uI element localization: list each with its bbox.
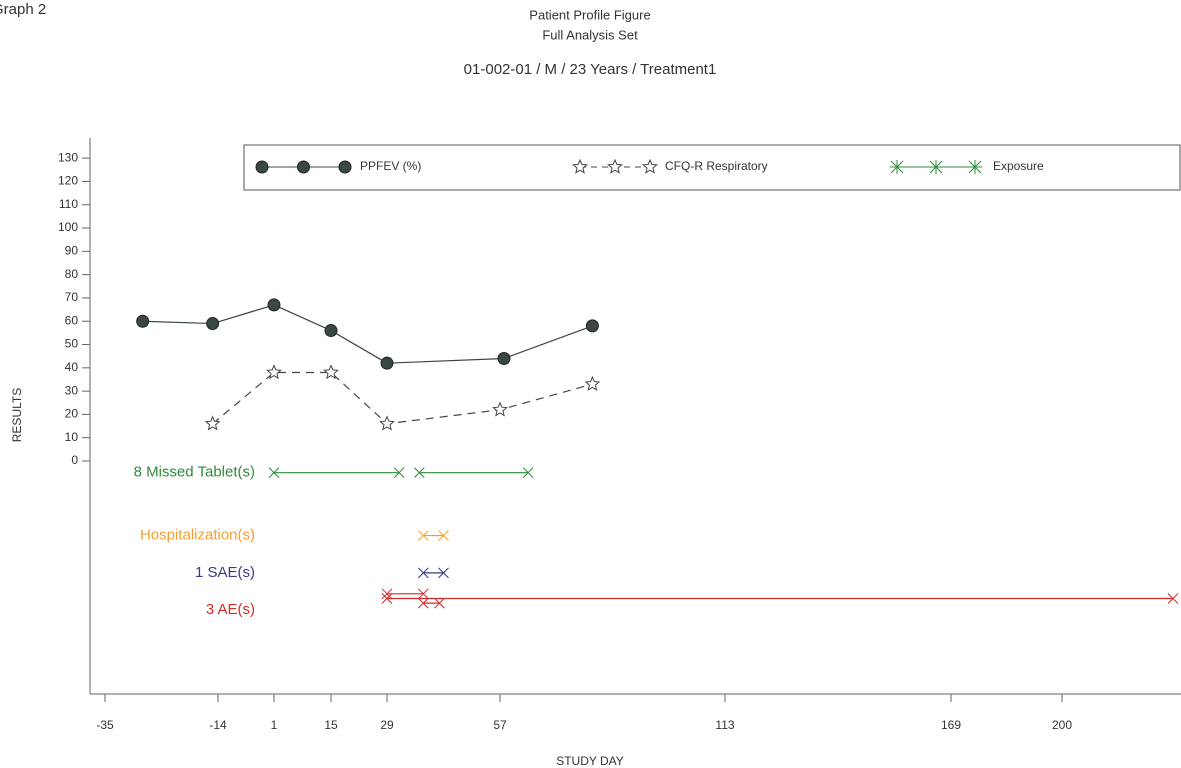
point (267, 298, 281, 312)
legend-label: CFQ-R Respiratory (665, 159, 768, 173)
legend-marker (338, 160, 352, 174)
y-tick-label: 0 (71, 453, 78, 467)
y-tick-label: 130 (58, 150, 78, 164)
legend-label: Exposure (993, 159, 1044, 173)
event-label: 8 Missed Tablet(s) (134, 464, 255, 481)
x-tick-label: 169 (941, 718, 961, 732)
event-label: Hospitalization(s) (140, 527, 255, 544)
y-tick-label: 10 (65, 430, 79, 444)
y-tick-label: 60 (65, 313, 79, 327)
patient-info: 01-002-01 / M / 23 Years / Treatment1 (464, 61, 717, 78)
event-end (417, 597, 445, 609)
chart-title: Patient Profile Figure (529, 7, 650, 22)
y-tick-label: 20 (65, 407, 79, 421)
legend-marker (255, 160, 269, 174)
legend-marker (968, 160, 982, 174)
chart-subtitle: Full Analysis Set (542, 27, 638, 42)
legend-marker (297, 160, 310, 174)
y-tick-label: 80 (65, 267, 79, 281)
legend-label: PPFEV (%) (360, 159, 421, 173)
event-end (268, 467, 405, 479)
point (497, 352, 511, 366)
y-tick-label: 90 (65, 244, 79, 258)
point (380, 356, 394, 370)
legend-marker (642, 158, 658, 174)
event-end (413, 467, 534, 479)
point (206, 317, 220, 331)
series-line (212, 371, 593, 425)
y-axis-label: RESULTS (10, 388, 24, 442)
point (585, 319, 599, 333)
y-tick-label: 30 (65, 383, 79, 397)
legend-marker (890, 160, 904, 174)
y-tick-label: 120 (58, 174, 78, 188)
x-tick-label: -35 (96, 718, 114, 732)
legend-marker (929, 160, 943, 174)
y-tick-label: 50 (65, 337, 79, 351)
x-tick-label: 15 (324, 718, 338, 732)
x-tick-label: 57 (493, 718, 507, 732)
point (136, 314, 150, 328)
event-end (381, 593, 1179, 604)
legend-box (243, 144, 1181, 191)
legend-marker (572, 158, 588, 174)
page-label: Graph 2 (0, 1, 46, 18)
event-label: 1 SAE(s) (195, 564, 255, 581)
x-tick-label: 29 (380, 718, 394, 732)
point (266, 364, 282, 380)
legend-marker (607, 158, 623, 174)
point (323, 364, 339, 380)
point (492, 401, 508, 417)
point (584, 375, 601, 391)
event-label: 3 AE(s) (206, 601, 255, 618)
y-tick-label: 40 (65, 360, 79, 374)
point (379, 415, 395, 431)
x-tick-label: -14 (209, 718, 227, 732)
point (324, 324, 338, 338)
event-end (417, 567, 449, 579)
event-end (381, 588, 429, 600)
x-tick-label: 200 (1052, 718, 1072, 732)
point (204, 415, 221, 431)
x-axis-label: STUDY DAY (556, 754, 624, 768)
series-line (142, 304, 593, 364)
y-tick-label: 110 (59, 197, 78, 211)
x-tick-label: 113 (715, 718, 734, 732)
event-end (417, 530, 449, 541)
x-tick-label: 1 (271, 718, 278, 732)
y-tick-label: 70 (65, 290, 79, 304)
y-tick-label: 100 (58, 220, 78, 234)
